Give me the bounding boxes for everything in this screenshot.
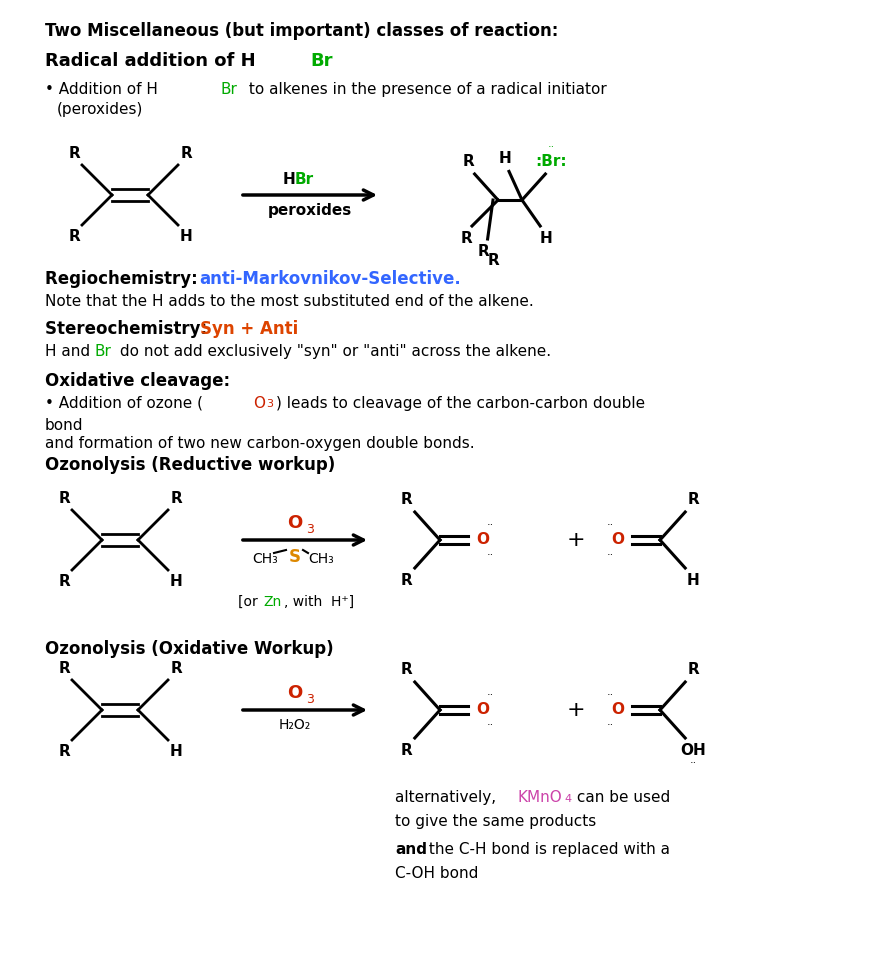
Text: R: R [687,492,699,507]
Text: +: + [567,530,585,550]
Text: OH: OH [680,743,706,758]
Text: Oxidative cleavage:: Oxidative cleavage: [45,372,230,390]
Text: Regiochemistry:: Regiochemistry: [45,270,203,288]
Text: O: O [611,532,624,548]
Text: H₂O₂: H₂O₂ [279,718,311,732]
Text: R: R [460,231,472,246]
Text: O: O [253,396,265,411]
Text: • Addition of ozone (: • Addition of ozone ( [45,396,203,411]
Text: O: O [288,514,303,532]
Text: ··: ·· [487,720,494,730]
Text: R: R [58,661,70,676]
Text: :Br:: :Br: [535,154,567,169]
Text: O: O [476,703,489,717]
Text: R: R [401,492,412,507]
Text: R: R [68,146,80,161]
Text: Br: Br [220,82,237,97]
Text: and formation of two new carbon-oxygen double bonds.: and formation of two new carbon-oxygen d… [45,436,474,451]
Text: 3: 3 [266,399,273,409]
Text: ) leads to cleavage of the carbon-carbon double: ) leads to cleavage of the carbon-carbon… [276,396,645,411]
Text: 3: 3 [306,693,314,706]
Text: R: R [687,662,699,677]
Text: R: R [68,229,80,244]
Text: Two Miscellaneous (but important) classes of reaction:: Two Miscellaneous (but important) classe… [45,22,558,40]
Text: Syn + Anti: Syn + Anti [200,320,298,338]
Text: peroxides: peroxides [268,203,352,218]
Text: ··: ·· [606,550,614,560]
Text: KMnO: KMnO [517,790,562,805]
Text: ··: ·· [487,690,494,700]
Text: ··: ·· [606,520,614,530]
Text: R: R [181,146,192,161]
Text: H: H [180,229,193,244]
Text: Ozonolysis (Reductive workup): Ozonolysis (Reductive workup) [45,456,335,474]
Text: ··: ·· [690,758,697,768]
Text: Zn: Zn [263,595,282,609]
Text: R: R [58,574,70,589]
Text: , with  H⁺]: , with H⁺] [284,595,354,609]
Text: Br: Br [94,344,111,359]
Text: 3: 3 [306,523,314,536]
Text: Ozonolysis (Oxidative Workup): Ozonolysis (Oxidative Workup) [45,640,334,658]
Text: O: O [476,532,489,548]
Text: alternatively,: alternatively, [395,790,501,805]
Text: do not add exclusively "syn" or "anti" across the alkene.: do not add exclusively "syn" or "anti" a… [115,344,551,359]
Text: R: R [58,491,70,506]
Text: H: H [499,151,511,167]
Text: R: R [401,743,412,758]
Text: (peroxides): (peroxides) [57,102,143,117]
Text: Radical addition of H: Radical addition of H [45,52,255,70]
Text: O: O [611,703,624,717]
Text: Stereochemistry:: Stereochemistry: [45,320,213,338]
Text: bond: bond [45,418,84,433]
Text: H: H [170,744,182,759]
Text: R: R [170,491,182,506]
Text: Br: Br [295,172,314,187]
Text: C-OH bond: C-OH bond [395,866,479,881]
Text: can be used: can be used [572,790,671,805]
Text: CH₃: CH₃ [252,552,278,566]
Text: • Addition of H: • Addition of H [45,82,158,97]
Text: R: R [401,573,412,588]
Text: the C-H bond is replaced with a: the C-H bond is replaced with a [424,842,670,857]
Text: R: R [170,661,182,676]
Text: R: R [58,744,70,759]
Text: H: H [283,172,295,187]
Text: R: R [487,253,499,268]
Text: anti-Markovnikov-Selective.: anti-Markovnikov-Selective. [199,270,460,288]
Text: ··: ·· [606,690,614,700]
Text: CH₃: CH₃ [308,552,334,566]
Text: 4: 4 [564,794,571,804]
Text: R: R [463,154,474,169]
Text: ··: ·· [548,142,555,152]
Text: Note that the H adds to the most substituted end of the alkene.: Note that the H adds to the most substit… [45,294,534,309]
Text: H: H [687,573,699,588]
Text: ··: ·· [606,720,614,730]
Text: R: R [401,662,412,677]
Text: to alkenes in the presence of a radical initiator: to alkenes in the presence of a radical … [244,82,607,97]
Text: Br: Br [310,52,332,70]
Text: H and: H and [45,344,95,359]
Text: ··: ·· [487,520,494,530]
Text: H: H [170,574,182,589]
Text: and: and [395,842,427,857]
Text: ··: ·· [487,550,494,560]
Text: S: S [289,548,301,566]
Text: [or: [or [238,595,262,609]
Text: to give the same products: to give the same products [395,814,596,829]
Text: H: H [540,231,553,246]
Text: +: + [567,700,585,720]
Text: O: O [288,684,303,702]
Text: R: R [478,244,489,259]
